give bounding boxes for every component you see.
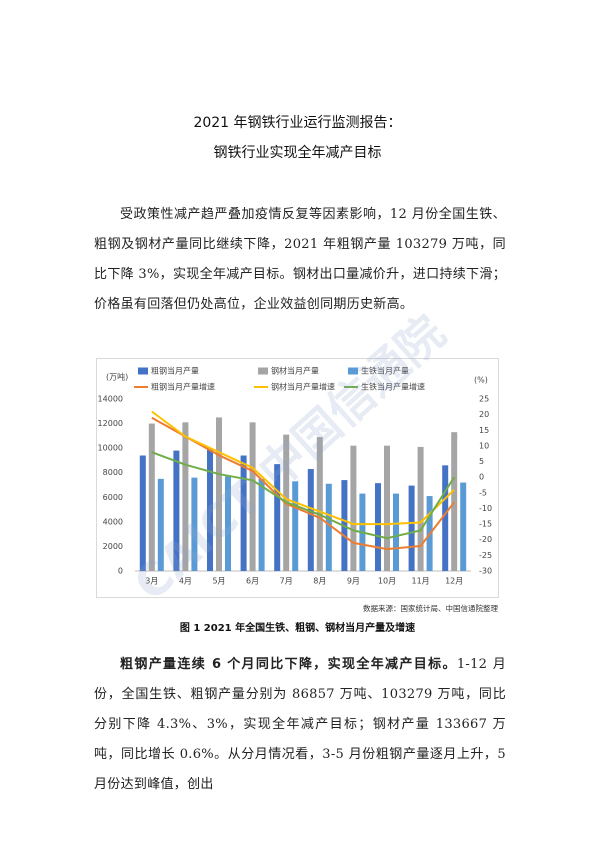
x-tick-label: 4月 bbox=[179, 577, 192, 586]
y2-tick-label: -5 bbox=[479, 488, 487, 497]
y2-tick-label: -30 bbox=[479, 567, 492, 576]
figure-caption: 图 1 2021 年全国生铁、粗钢、钢材当月产量及增速 bbox=[179, 623, 416, 634]
line-series bbox=[151, 451, 456, 540]
bar bbox=[375, 483, 381, 571]
y-tick-label: 10000 bbox=[98, 444, 123, 453]
y-tick-label: 8000 bbox=[103, 468, 123, 477]
y2-tick-label: -25 bbox=[479, 551, 492, 560]
x-tick-label: 10月 bbox=[378, 577, 396, 586]
y2-tick-label: -15 bbox=[479, 520, 492, 529]
x-tick-label: 5月 bbox=[212, 577, 225, 586]
bar bbox=[173, 450, 180, 571]
x-tick-label: 9月 bbox=[347, 577, 360, 586]
bar bbox=[417, 446, 424, 571]
bar bbox=[240, 455, 247, 571]
x-tick-label: 12月 bbox=[445, 577, 463, 586]
subtitle: 钢铁行业实现全年减产目标 bbox=[213, 145, 382, 161]
bar bbox=[325, 483, 332, 571]
y2-tick-label: 0 bbox=[479, 473, 484, 482]
line-series bbox=[151, 416, 455, 551]
y2-tick-label: 25 bbox=[479, 395, 489, 404]
bar bbox=[274, 464, 281, 571]
y-tick-label: 2000 bbox=[103, 542, 123, 551]
y2-tick-label: -10 bbox=[479, 504, 492, 513]
y-tick-label: 4000 bbox=[103, 517, 123, 526]
chart: (万吨) (%) 0 2000 4000 6000 8000 10000 12000 14000 -… bbox=[96, 358, 499, 598]
bar bbox=[249, 422, 256, 571]
bar bbox=[442, 465, 449, 571]
legend-label: 生铁当月产量 bbox=[361, 366, 409, 376]
y-tick-label: 14000 bbox=[98, 395, 123, 404]
legend-label: 钢材当月产量增速 bbox=[271, 382, 335, 392]
legend-label: 钢材当月产量 bbox=[271, 366, 319, 376]
bar bbox=[384, 445, 390, 571]
bar bbox=[139, 455, 146, 571]
title: 2021 年钢铁行业运行监测报告： bbox=[193, 115, 402, 131]
bar bbox=[316, 437, 323, 571]
bar bbox=[182, 422, 189, 571]
legend-swatch bbox=[258, 367, 268, 375]
y-tick-label: 0 bbox=[118, 567, 123, 576]
intro-paragraph: 受政策性减产趋严叠加疫情反复等因素影响，12 月份全国生铁、粗钢及钢材产量同比继… bbox=[94, 207, 506, 312]
x-tick-label: 3月 bbox=[145, 577, 158, 586]
y2-tick-label: 20 bbox=[479, 410, 489, 419]
bar bbox=[207, 449, 213, 571]
body-paragraph: 粗钢产量连续 6 个月同比下降，实现全年减产目标。1-12 月份，全国生铁、粗钢… bbox=[94, 650, 506, 800]
bar bbox=[460, 482, 467, 571]
x-tick-label: 7月 bbox=[280, 577, 293, 586]
y2-tick-label: 15 bbox=[479, 426, 489, 435]
bar bbox=[148, 423, 155, 571]
legend-label: 粗钢当月产量 bbox=[151, 366, 199, 376]
bar bbox=[408, 485, 415, 571]
legend-swatch bbox=[348, 367, 358, 375]
y2-tick-label: -20 bbox=[479, 535, 492, 544]
bar bbox=[451, 432, 458, 571]
bar bbox=[350, 445, 357, 571]
source-note: 数据来源：国家统计局、中国信通院整理 bbox=[363, 604, 498, 613]
x-tick-label: 8月 bbox=[313, 577, 326, 586]
line-series bbox=[151, 410, 455, 526]
x-tick-label: 6月 bbox=[246, 577, 259, 586]
y2-tick-label: 10 bbox=[479, 441, 489, 450]
y-axis-label: (万吨) bbox=[106, 372, 128, 382]
bar bbox=[393, 493, 399, 571]
lead-sentence: 粗钢产量连续 6 个月同比下降，实现全年减产目标。 bbox=[120, 657, 457, 672]
y2-tick-label: 5 bbox=[479, 457, 484, 466]
body-text: 1-12 月份，全国生铁、粗钢产量分别为 86857 万吨、103279 万吨，… bbox=[94, 657, 507, 792]
bar bbox=[225, 476, 231, 571]
bar bbox=[292, 481, 299, 571]
bar bbox=[307, 469, 314, 571]
bar bbox=[157, 478, 164, 571]
bar bbox=[216, 417, 222, 571]
y-tick-label: 6000 bbox=[103, 493, 123, 502]
bar bbox=[258, 478, 265, 571]
bar bbox=[191, 477, 198, 571]
y2-axis-label: (%) bbox=[474, 376, 488, 385]
x-tick-label: 11月 bbox=[412, 577, 430, 586]
y-tick-label: 12000 bbox=[98, 419, 123, 428]
legend-label: 生铁当月产量增速 bbox=[361, 382, 425, 392]
legend-swatch bbox=[138, 367, 148, 375]
legend-label: 粗钢当月产量增速 bbox=[151, 382, 215, 392]
